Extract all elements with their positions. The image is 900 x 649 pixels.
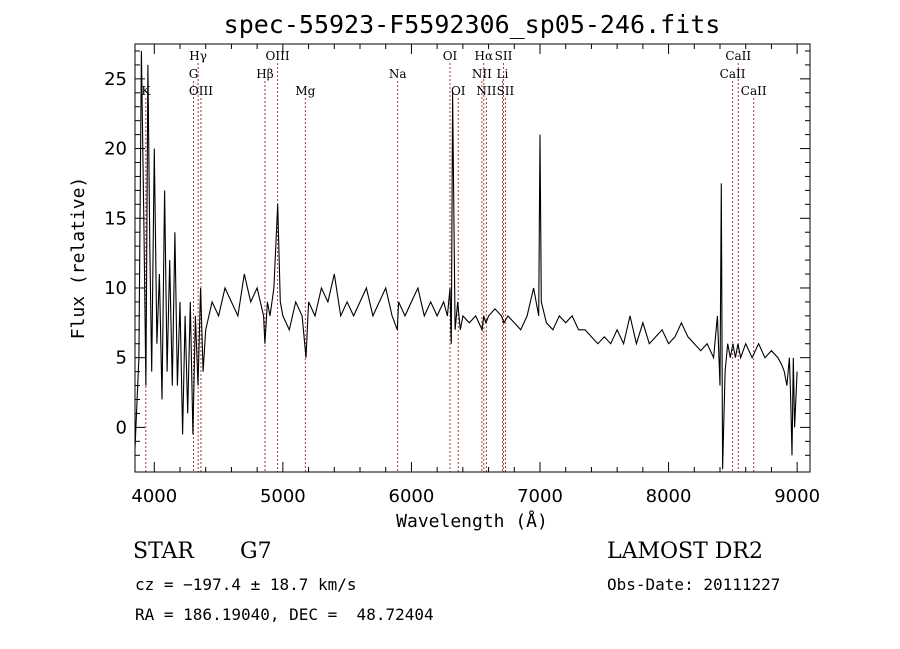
- line-marker-label: K: [141, 84, 151, 98]
- line-marker-label: NII: [476, 84, 496, 98]
- y-tick-label: 10: [104, 278, 127, 299]
- x-tick-label: 7000: [517, 486, 563, 507]
- line-marker-label: Mg: [295, 84, 315, 98]
- line-markers: KHγGOIIIHβOIIIMgNaOIOIHαNIINIISIILiSIICa…: [141, 49, 767, 472]
- plot-frame: [134, 43, 811, 473]
- x-tick-label: 6000: [389, 486, 435, 507]
- survey-name: LAMOST DR2: [607, 539, 763, 564]
- line-marker-label: OIII: [266, 49, 290, 63]
- y-tick-label: 20: [104, 139, 127, 160]
- line-marker-label: CaII: [725, 49, 751, 63]
- line-marker-label: Na: [389, 67, 407, 81]
- line-marker-label: CaII: [720, 67, 746, 81]
- y-axis: 0 5 10 15 20 25: [104, 50, 810, 456]
- line-marker-label: CaII: [741, 84, 767, 98]
- x-tick-label: 9000: [774, 486, 820, 507]
- chart-title: spec-55923-F5592306_sp05-246.fits: [224, 10, 721, 39]
- redshift-value: cz = −197.4 ± 18.7 km/s: [135, 575, 357, 594]
- obs-date: Obs-Date: 20111227: [607, 575, 781, 594]
- line-marker-label: Hγ: [189, 49, 207, 63]
- x-tick-label: 4000: [131, 486, 177, 507]
- y-tick-label: 5: [116, 348, 127, 369]
- line-marker-label: NII: [472, 67, 492, 81]
- line-marker-label: Li: [497, 67, 509, 81]
- spectrum-line: [134, 50, 798, 470]
- y-axis-label: Flux (relative): [68, 177, 89, 340]
- x-axis-label: Wavelength (Å): [396, 510, 548, 532]
- coordinates: RA = 186.19040, DEC = 48.72404: [135, 605, 434, 624]
- line-marker-label: OI: [451, 84, 466, 98]
- y-tick-label: 15: [104, 208, 127, 229]
- line-marker-label: OI: [443, 49, 458, 63]
- line-marker-label: SII: [495, 49, 513, 63]
- x-tick-label: 5000: [260, 486, 306, 507]
- x-tick-label: 8000: [646, 486, 692, 507]
- line-marker-label: Hβ: [256, 67, 273, 81]
- line-marker-label: OIII: [189, 84, 213, 98]
- y-tick-label: 25: [104, 69, 127, 90]
- line-marker-label: G: [189, 67, 199, 81]
- x-axis: 4000 5000 6000 7000 8000 9000: [131, 44, 820, 507]
- line-marker-label: SII: [497, 84, 515, 98]
- y-tick-label: 0: [116, 417, 127, 438]
- subclass: G7: [240, 539, 272, 564]
- object-class: STAR: [133, 539, 194, 564]
- line-marker-label: Hα: [475, 49, 494, 63]
